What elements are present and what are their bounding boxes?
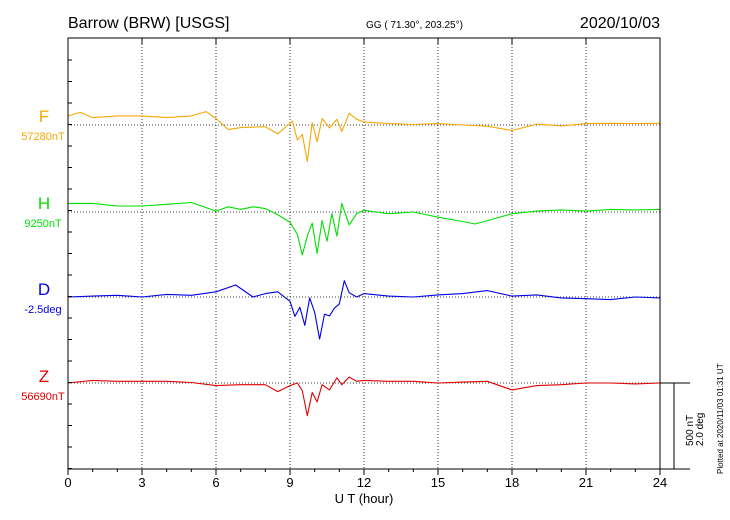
series-baseline-F: 57280nT <box>21 131 65 143</box>
x-axis-label: U T (hour) <box>335 491 394 506</box>
series-line-Z <box>67 376 661 417</box>
x-axis-ticks <box>67 38 661 475</box>
series-name-H: H <box>38 194 50 213</box>
x-tick-label-6: 6 <box>212 475 219 490</box>
series-baseline-D: -2.5deg <box>24 304 61 316</box>
x-tick-label-12: 12 <box>357 475 371 490</box>
series-line-H <box>68 201 661 256</box>
series-lines <box>67 111 661 417</box>
series-baseline-H: 9250nT <box>24 218 62 230</box>
x-tick-label-3: 3 <box>138 475 145 490</box>
x-tick-label-21: 21 <box>579 475 593 490</box>
series-baseline-Z: 56690nT <box>21 391 65 403</box>
series-labels: F 57280nT H 9250nT D -2.5deg Z 56690nT <box>21 107 65 403</box>
x-tick-label-24: 24 <box>653 475 667 490</box>
series-line-F <box>67 111 661 163</box>
plotted-timestamp: Plotted at 2020/11/03 01:31 UT <box>716 363 725 474</box>
date-label: 2020/10/03 <box>580 15 660 32</box>
scale-bar-nt-label: 500 nT <box>685 415 696 446</box>
scale-bar-deg-label: 2.0 deg <box>695 413 706 446</box>
series-name-Z: Z <box>39 367 49 386</box>
x-axis-tick-labels: 0 3 6 9 12 15 18 21 24 <box>64 475 667 490</box>
x-tick-label-18: 18 <box>505 475 519 490</box>
x-tick-label-9: 9 <box>286 475 293 490</box>
series-name-F: F <box>39 107 49 126</box>
x-tick-label-15: 15 <box>431 475 445 490</box>
series-name-D: D <box>38 280 50 299</box>
coordinates-label: GG ( 71.30°, 203.25°) <box>366 20 463 31</box>
series-line-D <box>67 280 661 340</box>
station-title: Barrow (BRW) [USGS] <box>68 15 230 32</box>
grid-lines <box>141 38 587 469</box>
x-tick-label-0: 0 <box>64 475 71 490</box>
scale-bar: 500 nT 2.0 deg <box>660 382 706 470</box>
